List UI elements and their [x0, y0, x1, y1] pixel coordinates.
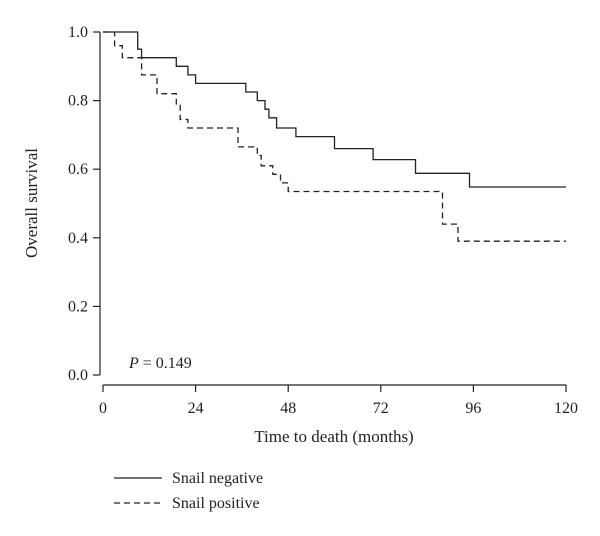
- series-line-snail-positive: [103, 31, 566, 242]
- series-group: [103, 31, 566, 242]
- x-tick-label: 96: [465, 400, 481, 417]
- x-tick-label: 120: [554, 400, 578, 417]
- x-tick-label: 0: [99, 400, 107, 417]
- y-tick-label: 0.8: [68, 93, 88, 110]
- x-axis-title: Time to death (months): [254, 427, 413, 446]
- legend-label-snail-positive: Snail positive: [172, 495, 260, 512]
- y-tick-label: 0.4: [68, 230, 88, 247]
- y-ticks: 0.0 0.2 0.4 0.6 0.8 1.0: [68, 24, 100, 384]
- axes: 0.0 0.2 0.4 0.6 0.8 1.0 0 24 48 72 96 120: [68, 24, 578, 417]
- legend: Snail negative Snail positive: [114, 470, 263, 512]
- x-tick-label: 48: [280, 400, 296, 417]
- y-tick-label: 1.0: [68, 24, 88, 41]
- x-ticks: 0 24 48 72 96 120: [99, 385, 578, 417]
- x-tick-label: 24: [188, 400, 204, 417]
- legend-label-snail-negative: Snail negative: [172, 470, 263, 487]
- p-value-annotation: P = 0.149: [128, 355, 192, 372]
- y-axis-title: Overall survival: [22, 148, 41, 258]
- series-line-snail-negative: [103, 31, 566, 188]
- x-tick-label: 72: [373, 400, 389, 417]
- y-tick-label: 0.6: [68, 161, 88, 178]
- p-value-symbol: P: [128, 355, 139, 372]
- p-value-text: = 0.149: [139, 355, 192, 372]
- y-tick-label: 0.0: [68, 367, 88, 384]
- y-tick-label: 0.2: [68, 298, 88, 315]
